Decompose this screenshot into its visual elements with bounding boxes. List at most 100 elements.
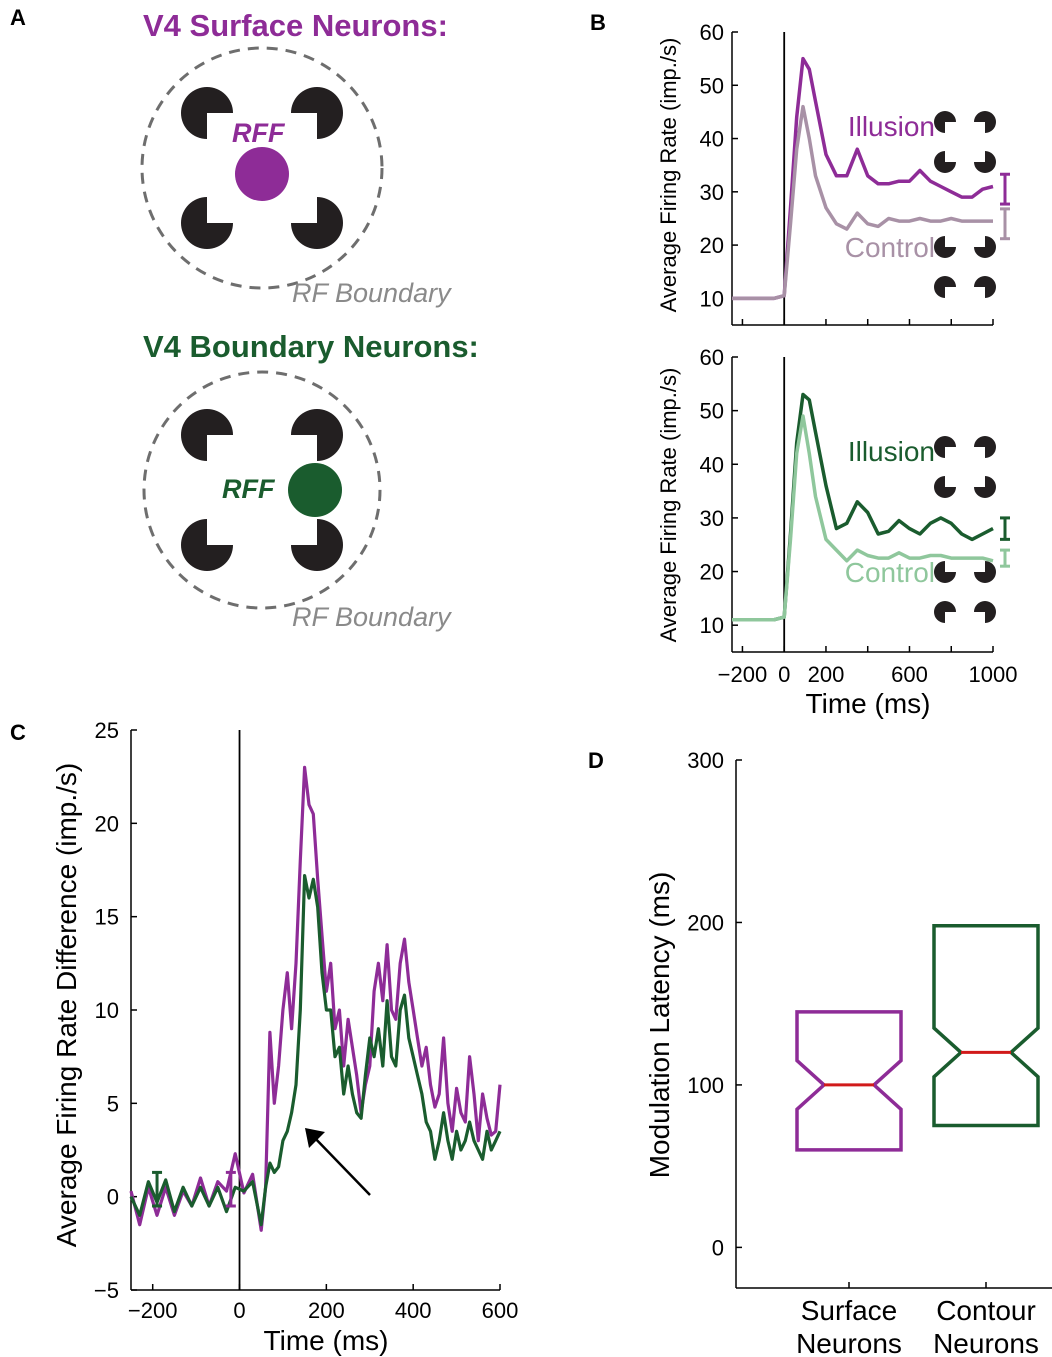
y-tick-label: 15 xyxy=(95,905,119,930)
mini-inducer-icon xyxy=(934,601,956,623)
panel-b: B 10 20 30 40 50 60 Illusion Control 10 20 30 40 50… xyxy=(590,10,1017,719)
y-tick-label: 20 xyxy=(700,560,724,585)
y-tick-label: 300 xyxy=(687,748,724,773)
notched-box xyxy=(932,923,1040,1128)
rff-label-boundary: RFF xyxy=(222,474,276,504)
kanizsa-surface-diagram xyxy=(140,46,384,290)
panel-b-xlabel: Time (ms) xyxy=(806,688,931,719)
mini-inducer-icon xyxy=(974,111,996,133)
category-label: Contour xyxy=(936,1295,1036,1326)
y-tick-label: 40 xyxy=(700,452,724,477)
series-line-surface xyxy=(129,765,502,1232)
panel-b-bottom-chart: 10 20 30 40 50 60 −200 0 200 600 1000 Illusion Contr… xyxy=(700,345,1018,687)
y-tick-label: 30 xyxy=(700,180,724,205)
control-label: Control xyxy=(845,557,935,588)
panel-c-xlabel: Time (ms) xyxy=(264,1325,389,1356)
y-tick-label: 200 xyxy=(687,910,724,935)
y-tick-label: 10 xyxy=(700,613,724,638)
mini-inducer-icon xyxy=(974,476,996,498)
rf-boundary-circle xyxy=(142,370,382,610)
inducer-pacman-icon xyxy=(181,519,233,571)
surface-neurons-title: V4 Surface Neurons: xyxy=(143,8,448,43)
mini-inducer-icon xyxy=(974,236,996,258)
x-tick-label: 0 xyxy=(233,1298,245,1323)
illusion-label: Illusion xyxy=(848,436,935,467)
x-tick-label: 600 xyxy=(482,1298,519,1323)
mini-inducer-icon xyxy=(934,476,956,498)
y-tick-label: 10 xyxy=(700,286,724,311)
kanizsa-boundary-diagram xyxy=(142,370,382,610)
inducer-pacman-icon xyxy=(181,87,233,139)
mini-inducer-icon xyxy=(934,436,956,458)
y-tick-label: 60 xyxy=(700,345,724,370)
y-tick-label: 50 xyxy=(700,399,724,424)
mini-inducer-icon xyxy=(934,111,956,133)
y-tick-label: 5 xyxy=(107,1091,119,1116)
inducer-pacman-icon xyxy=(291,87,343,139)
panel-b-top-chart: 10 20 30 40 50 60 Illusion Control xyxy=(700,20,1010,326)
panel-c: C −5 0 5 10 15 20 25 −200 0 200 400 600 Average Fir… xyxy=(10,718,518,1356)
mini-inducer-icon xyxy=(974,436,996,458)
y-tick-label: 25 xyxy=(95,718,119,743)
y-tick-label: 40 xyxy=(700,127,724,152)
panel-d: D 0100200300SurfaceNeuronsContourNeurons… xyxy=(588,748,1052,1357)
category-label: Surface xyxy=(801,1295,898,1326)
rff-spot-surface xyxy=(235,147,289,201)
x-tick-label: 200 xyxy=(308,1298,345,1323)
rff-spot-boundary xyxy=(288,463,342,517)
y-tick-label: 100 xyxy=(687,1073,724,1098)
panel-b-top-ylabel: Average Firing Rate (imp./s) xyxy=(656,38,681,313)
x-tick-label: −200 xyxy=(718,662,768,687)
panel-b-letter: B xyxy=(590,10,606,35)
onset-arrowhead-icon xyxy=(305,1128,325,1148)
boundary-neurons-title: V4 Boundary Neurons: xyxy=(143,329,479,364)
inducer-pacman-icon xyxy=(291,409,343,461)
panel-b-bottom-ylabel: Average Firing Rate (imp./s) xyxy=(656,368,681,643)
y-tick-label: 0 xyxy=(107,1185,119,1210)
y-tick-label: 10 xyxy=(95,998,119,1023)
mini-inducer-icon xyxy=(934,236,956,258)
panel-d-letter: D xyxy=(588,748,604,773)
mini-inducer-icon xyxy=(934,276,956,298)
y-tick-label: 50 xyxy=(700,73,724,98)
panel-a: A V4 Surface Neurons: RFF RF Boundary V4… xyxy=(10,5,479,632)
x-tick-label: 1000 xyxy=(969,662,1018,687)
series-line-control xyxy=(732,414,994,622)
mini-inducer-icon xyxy=(934,561,956,583)
rf-boundary-label-boundary: RF Boundary xyxy=(292,602,452,632)
y-tick-label: 30 xyxy=(700,506,724,531)
notched-box xyxy=(795,1010,903,1152)
y-tick-label: 20 xyxy=(95,811,119,836)
x-tick-label: 400 xyxy=(395,1298,432,1323)
rf-boundary-label-surface: RF Boundary xyxy=(292,278,452,308)
series-line-control xyxy=(732,104,993,301)
illusion-label: Illusion xyxy=(848,111,935,142)
onset-arrow xyxy=(310,1133,371,1196)
panel-c-ylabel: Average Firing Rate Difference (imp./s) xyxy=(51,763,82,1248)
category-label: Neurons xyxy=(796,1328,902,1357)
panel-c-letter: C xyxy=(10,720,26,745)
y-tick-label: −5 xyxy=(94,1278,119,1303)
panel-a-letter: A xyxy=(10,5,26,30)
panel-d-ylabel: Modulation Latency (ms) xyxy=(644,872,675,1179)
x-tick-label: −200 xyxy=(128,1298,178,1323)
x-tick-label: 200 xyxy=(808,662,845,687)
inducer-pacman-icon xyxy=(291,519,343,571)
panel-c-chart: −5 0 5 10 15 20 25 −200 0 200 400 600 xyxy=(94,718,518,1323)
inducer-pacman-icon xyxy=(181,197,233,249)
mini-inducer-icon xyxy=(974,561,996,583)
rff-label-surface: RFF xyxy=(232,118,286,148)
y-tick-label: 0 xyxy=(712,1235,724,1260)
mini-inducer-icon xyxy=(974,151,996,173)
x-tick-label: 600 xyxy=(891,662,928,687)
inducer-pacman-icon xyxy=(291,197,343,249)
y-tick-label: 60 xyxy=(700,20,724,45)
x-tick-label: 0 xyxy=(778,662,790,687)
rf-boundary-circle xyxy=(140,46,384,290)
control-label: Control xyxy=(845,232,935,263)
mini-inducer-icon xyxy=(934,151,956,173)
y-tick-label: 20 xyxy=(700,233,724,258)
category-label: Neurons xyxy=(933,1328,1039,1357)
